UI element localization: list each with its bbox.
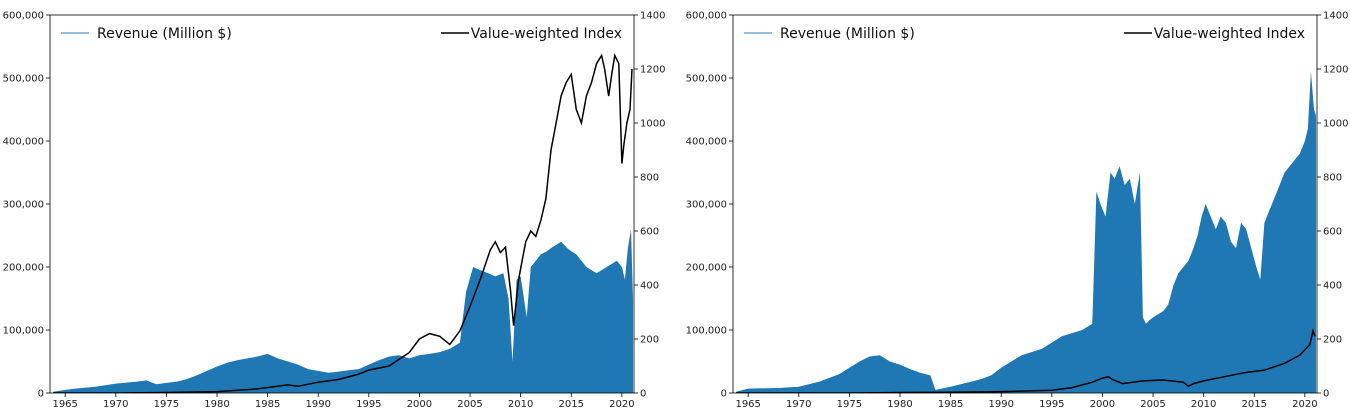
x-tick-label: 1995 [1039,399,1064,410]
index-legend-label: Value-weighted Index [471,26,622,42]
x-tick-label: 2005 [1140,399,1165,410]
chart-panel-2: 1965 1970 1975 1980 1985 1990 1995 2000 2005 2010… [686,11,1349,411]
y-right-tick-label: 200 [640,335,659,346]
y-left-tick-label: 300,000 [686,200,727,211]
revenue-legend-label: Revenue (Million $) [780,26,915,42]
x-tick-label: 1975 [154,399,179,410]
x-tick-label: 2015 [559,399,584,410]
y-right-tick-label: 1200 [640,65,665,76]
revenue-area-series [53,229,633,393]
y-left-tick-label: 600,000 [686,11,727,22]
y-left-tick-label: 200,000 [686,263,727,274]
x-tick-label: 2000 [1090,399,1115,410]
y-left-tick-label: 300,000 [3,200,44,211]
y-left-tick-label: 600,000 [3,11,44,22]
x-tick-label: 2020 [609,399,634,410]
x-tick-label: 2010 [508,399,533,410]
y-right-tick-label: 1000 [1323,119,1348,130]
y-right-tick-label: 1200 [1323,65,1348,76]
x-tick-label: 1995 [356,399,381,410]
y-right-tick-label: 400 [1323,281,1342,292]
x-tick-label: 1970 [786,399,811,410]
x-tick-label: 2005 [457,399,482,410]
chart-panel-1: 1965 1970 1975 1980 1985 1990 1995 2000 2005 2010… [3,11,666,411]
value-weighted-index-line [736,328,1316,393]
x-tick-label: 1990 [988,399,1013,410]
revenue-legend-label: Revenue (Million $) [97,26,232,42]
y-left-tick-label: 100,000 [3,326,44,337]
y-left-tick-label: 400,000 [686,137,727,148]
y-right-tick-label: 1000 [640,119,665,130]
y-left-tick-label: 0 [38,389,44,400]
y-right-tick-label: 600 [1323,227,1342,238]
y-left-tick-label: 400,000 [3,137,44,148]
x-tick-label: 1980 [204,399,229,410]
x-tick-label: 1965 [52,399,77,410]
y-right-tick-label: 0 [1323,389,1329,400]
y-left-tick-label: 100,000 [686,326,727,337]
y-right-tick-label: 600 [640,227,659,238]
x-tick-label: 2015 [1242,399,1267,410]
x-tick-label: 1990 [305,399,330,410]
x-tick-label: 2000 [407,399,432,410]
x-tick-label: 1975 [837,399,862,410]
x-tick-label: 2010 [1191,399,1216,410]
x-tick-label: 1965 [735,399,760,410]
x-tick-label: 1980 [887,399,912,410]
x-tick-label: 1985 [255,399,280,410]
revenue-area-series [736,71,1316,393]
y-left-tick-label: 500,000 [686,74,727,85]
y-left-tick-label: 500,000 [3,74,44,85]
y-right-tick-label: 800 [1323,173,1342,184]
y-right-tick-label: 1400 [1323,11,1348,22]
index-legend-label: Value-weighted Index [1154,26,1305,42]
y-right-tick-label: 400 [640,281,659,292]
y-right-tick-label: 1400 [640,11,665,22]
x-tick-label: 1985 [938,399,963,410]
x-tick-label: 2020 [1292,399,1317,410]
y-right-tick-label: 0 [640,389,646,400]
y-left-tick-label: 200,000 [3,263,44,274]
x-tick-label: 1970 [103,399,128,410]
y-right-tick-label: 200 [1323,335,1342,346]
y-right-tick-label: 800 [640,173,659,184]
value-weighted-index-line [53,53,633,393]
y-left-tick-label: 0 [721,389,727,400]
